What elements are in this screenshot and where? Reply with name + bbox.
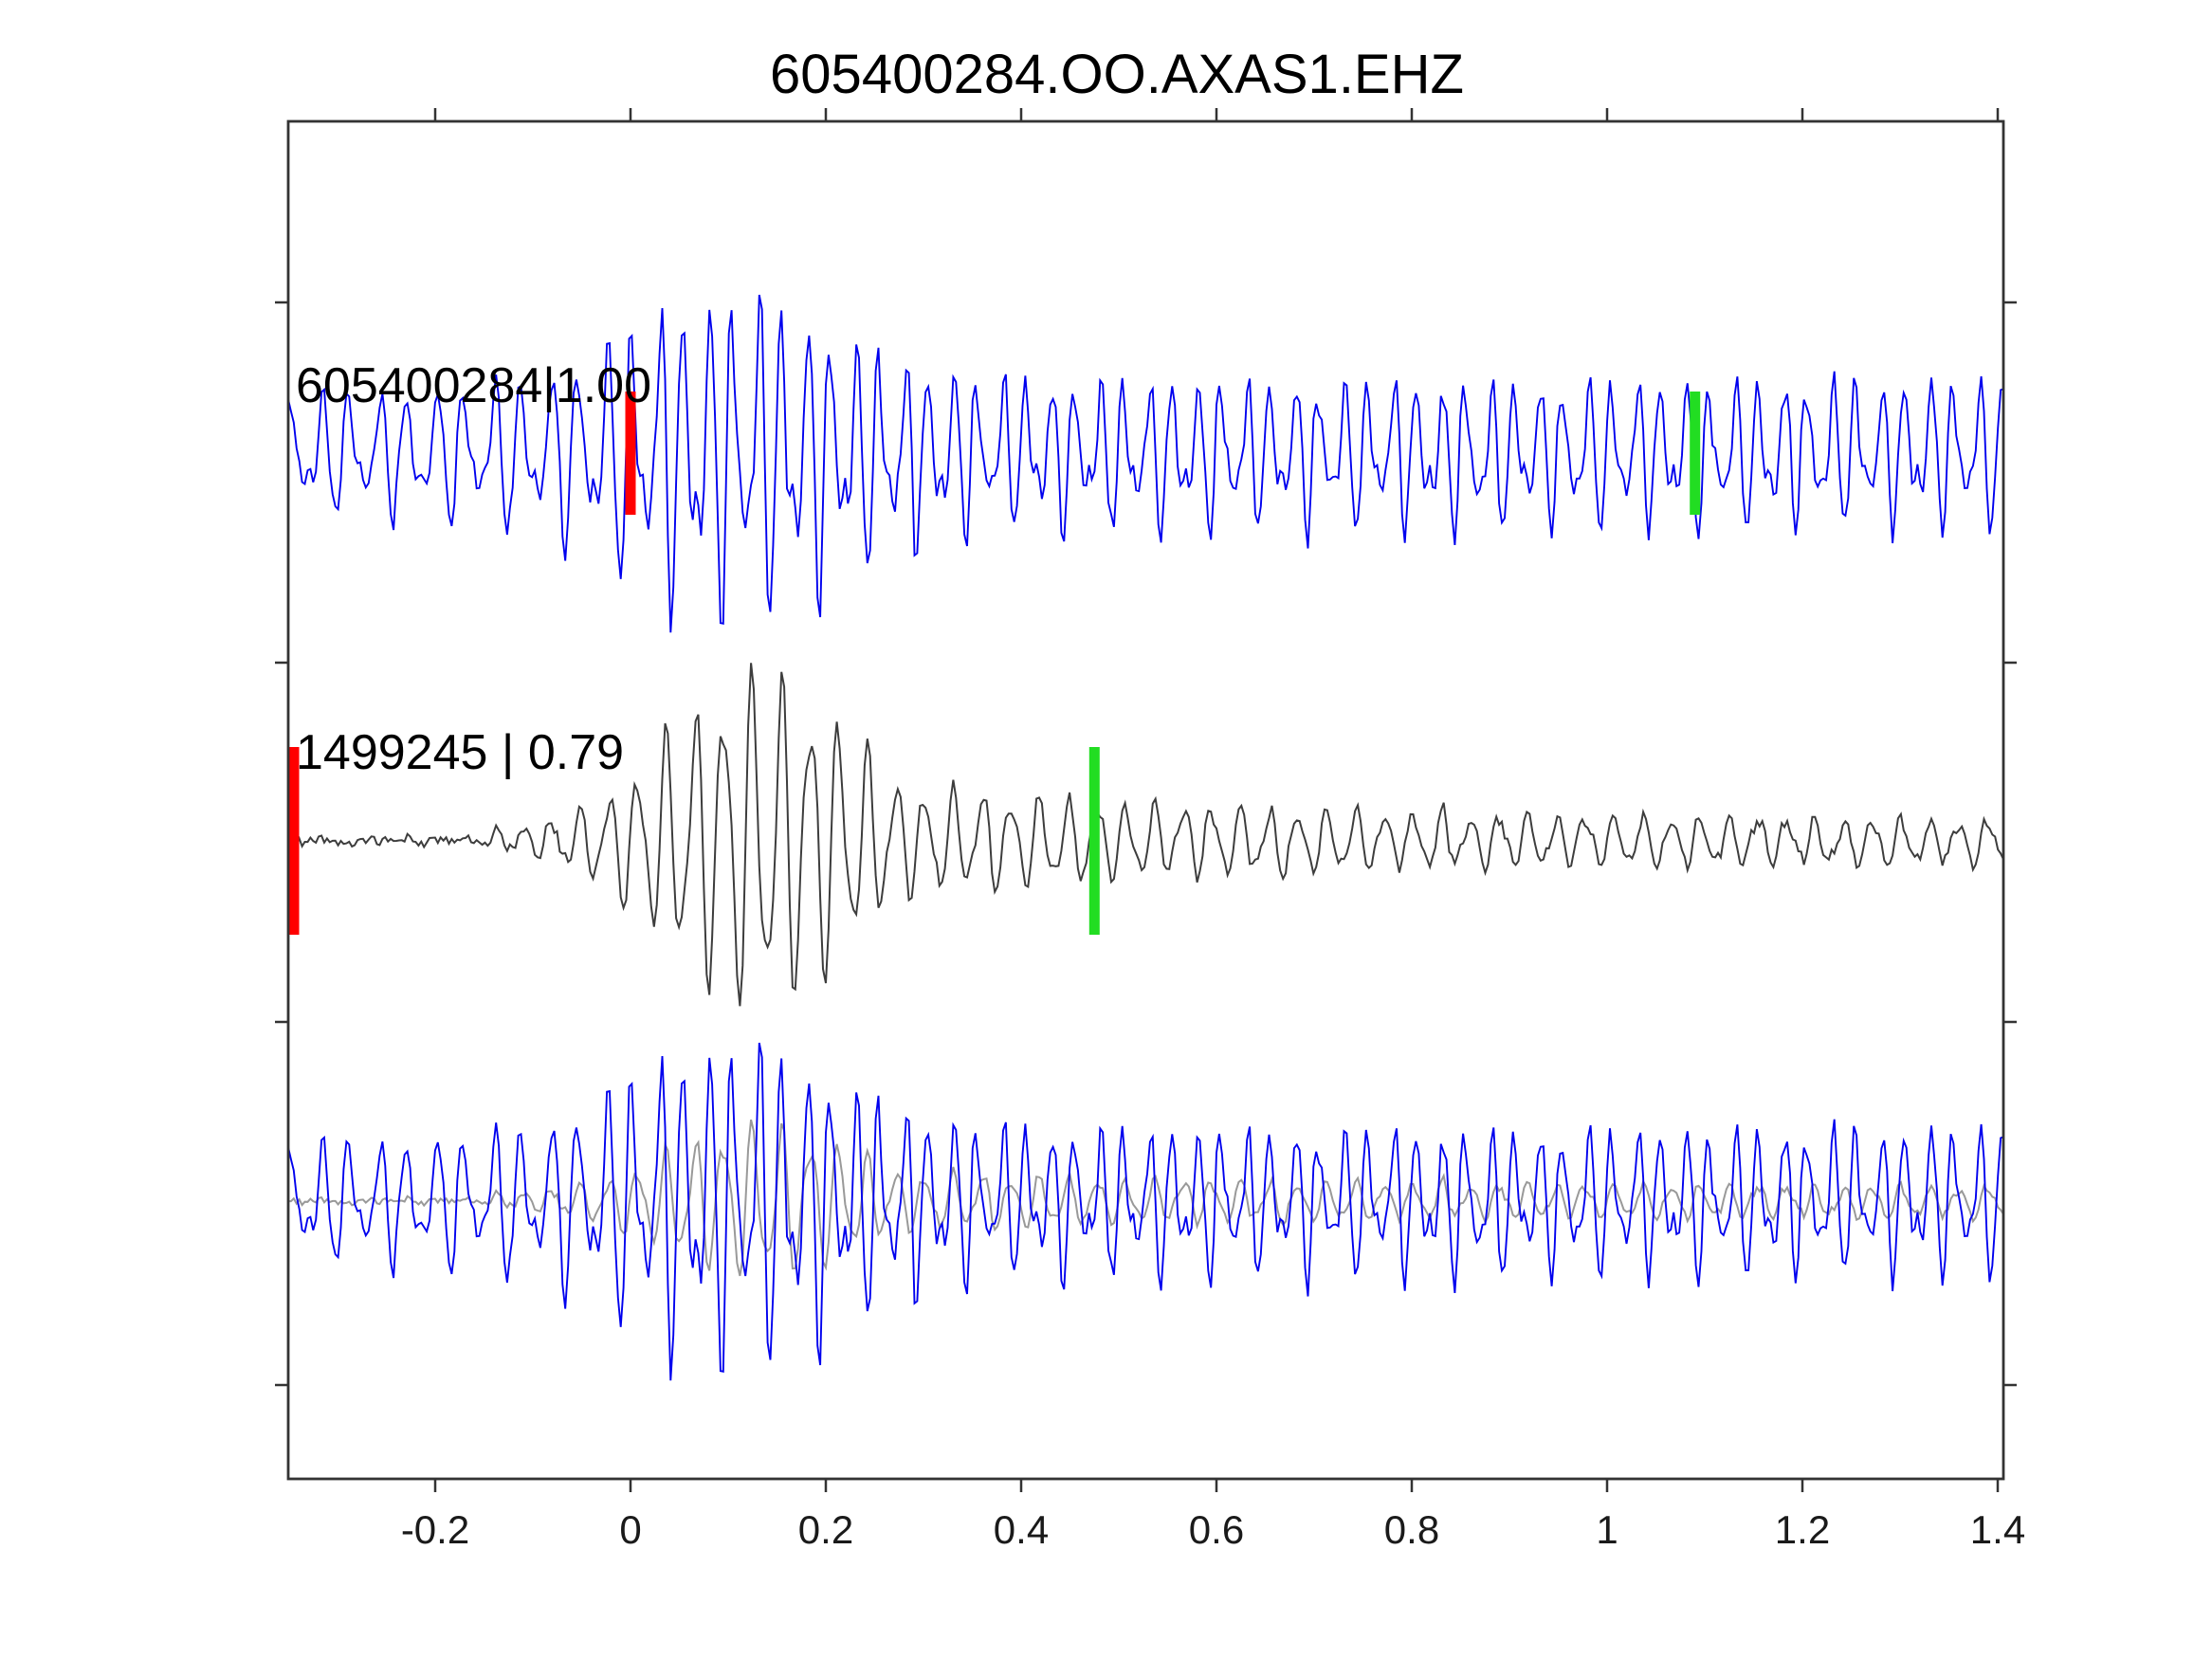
svg-text:1499245 | 0.79: 1499245 | 0.79 xyxy=(296,725,624,780)
svg-text:1: 1 xyxy=(1596,1507,1618,1552)
svg-text:1.4: 1.4 xyxy=(1970,1507,2025,1552)
svg-text:1.2: 1.2 xyxy=(1775,1507,1830,1552)
svg-text:0.2: 0.2 xyxy=(798,1507,853,1552)
svg-text:0: 0 xyxy=(619,1507,641,1552)
svg-text:605400284|1.00: 605400284|1.00 xyxy=(296,358,651,413)
svg-text:-0.2: -0.2 xyxy=(401,1507,469,1552)
svg-text:0.6: 0.6 xyxy=(1189,1507,1244,1552)
svg-text:0.4: 0.4 xyxy=(994,1507,1049,1552)
svg-text:0.8: 0.8 xyxy=(1384,1507,1439,1552)
svg-text:605400284.OO.AXAS1.EHZ: 605400284.OO.AXAS1.EHZ xyxy=(770,44,1464,105)
